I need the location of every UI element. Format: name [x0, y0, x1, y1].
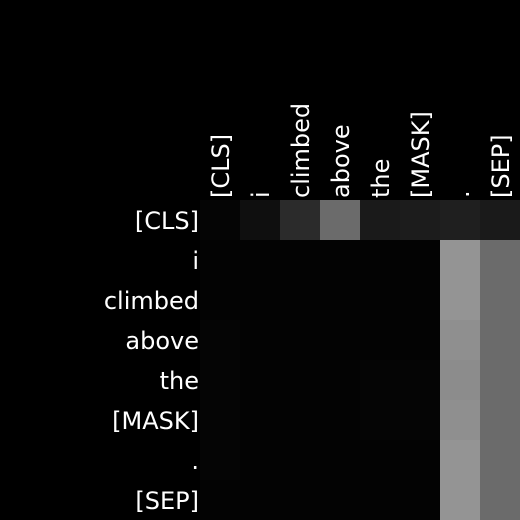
- heatmap-cell-r7-c1: [240, 480, 280, 520]
- heatmap-cell-r0-c1: [240, 200, 280, 240]
- heatmap-cell-r4-c7: [480, 360, 520, 400]
- heatmap-cell-r3-c2: [280, 320, 320, 360]
- heatmap-cell-r6-c1: [240, 440, 280, 480]
- heatmap-cell-r3-c4: [360, 320, 400, 360]
- heatmap-cell-r5-c6: [440, 400, 480, 440]
- x-tick-label: [MASK]: [407, 111, 435, 198]
- heatmap-cell-r4-c0: [200, 360, 240, 400]
- heatmap-cell-r6-c3: [320, 440, 360, 480]
- x-tick-label: i: [247, 191, 275, 198]
- heatmap-cell-r2-c7: [480, 280, 520, 320]
- heatmap-cell-r5-c3: [320, 400, 360, 440]
- y-tick-label: the: [160, 367, 199, 395]
- heatmap-cell-r1-c0: [200, 240, 240, 280]
- heatmap-cell-r2-c0: [200, 280, 240, 320]
- heatmap-cell-r1-c3: [320, 240, 360, 280]
- heatmap-cell-r7-c4: [360, 480, 400, 520]
- x-tick-label: [CLS]: [207, 134, 235, 198]
- heatmap-cell-r0-c0: [200, 200, 240, 240]
- y-tick-label: [SEP]: [135, 487, 199, 515]
- x-tick-label: .: [447, 190, 475, 198]
- heatmap-cell-r3-c1: [240, 320, 280, 360]
- heatmap-cell-r4-c6: [440, 360, 480, 400]
- heatmap-cell-r5-c7: [480, 400, 520, 440]
- heatmap-cell-r3-c6: [440, 320, 480, 360]
- heatmap-cell-r2-c2: [280, 280, 320, 320]
- heatmap-cell-r6-c4: [360, 440, 400, 480]
- x-tick-label: [SEP]: [487, 134, 515, 198]
- x-tick-label: the: [367, 159, 395, 198]
- heatmap-cell-r5-c4: [360, 400, 400, 440]
- y-tick-label: above: [125, 327, 199, 355]
- heatmap-cell-r0-c3: [320, 200, 360, 240]
- heatmap-cell-r3-c7: [480, 320, 520, 360]
- heatmap-cell-r5-c5: [400, 400, 440, 440]
- y-tick-label: climbed: [104, 287, 199, 315]
- heatmap-cell-r6-c7: [480, 440, 520, 480]
- heatmap-cell-r2-c5: [400, 280, 440, 320]
- heatmap-cell-r0-c2: [280, 200, 320, 240]
- heatmap-cell-r1-c4: [360, 240, 400, 280]
- y-tick-label: .: [191, 447, 199, 475]
- heatmap-cell-r1-c6: [440, 240, 480, 280]
- heatmap-cell-r6-c2: [280, 440, 320, 480]
- heatmap-cell-r5-c2: [280, 400, 320, 440]
- heatmap-cell-r7-c3: [320, 480, 360, 520]
- heatmap-cell-r3-c0: [200, 320, 240, 360]
- heatmap-cell-r7-c7: [480, 480, 520, 520]
- x-tick-label: above: [327, 124, 355, 198]
- heatmap-cell-r4-c4: [360, 360, 400, 400]
- heatmap-cell-r6-c6: [440, 440, 480, 480]
- heatmap-cell-r4-c5: [400, 360, 440, 400]
- heatmap-cell-r1-c2: [280, 240, 320, 280]
- heatmap-cell-r0-c5: [400, 200, 440, 240]
- x-tick-label: climbed: [287, 103, 315, 198]
- heatmap-cell-r2-c6: [440, 280, 480, 320]
- heatmap-cell-r0-c4: [360, 200, 400, 240]
- heatmap-cell-r4-c1: [240, 360, 280, 400]
- y-tick-label: [CLS]: [135, 207, 199, 235]
- heatmap-cell-r2-c1: [240, 280, 280, 320]
- heatmap-cell-r3-c5: [400, 320, 440, 360]
- heatmap-cell-r0-c6: [440, 200, 480, 240]
- heatmap-cell-r1-c5: [400, 240, 440, 280]
- heatmap-cell-r7-c6: [440, 480, 480, 520]
- y-tick-label: [MASK]: [112, 407, 199, 435]
- heatmap-cell-r5-c0: [200, 400, 240, 440]
- heatmap-cell-r4-c2: [280, 360, 320, 400]
- heatmap-cell-r2-c3: [320, 280, 360, 320]
- heatmap-cell-r7-c2: [280, 480, 320, 520]
- heatmap-cell-r2-c4: [360, 280, 400, 320]
- heatmap-cell-r5-c1: [240, 400, 280, 440]
- heatmap-cells: [200, 200, 520, 520]
- heatmap-cell-r6-c5: [400, 440, 440, 480]
- heatmap-cell-r6-c0: [200, 440, 240, 480]
- heatmap-cell-r0-c7: [480, 200, 520, 240]
- heatmap-cell-r1-c1: [240, 240, 280, 280]
- heatmap-cell-r1-c7: [480, 240, 520, 280]
- heatmap-cell-r7-c0: [200, 480, 240, 520]
- heatmap-cell-r4-c3: [320, 360, 360, 400]
- y-tick-label: i: [192, 247, 199, 275]
- heatmap-cell-r7-c5: [400, 480, 440, 520]
- heatmap-cell-r3-c3: [320, 320, 360, 360]
